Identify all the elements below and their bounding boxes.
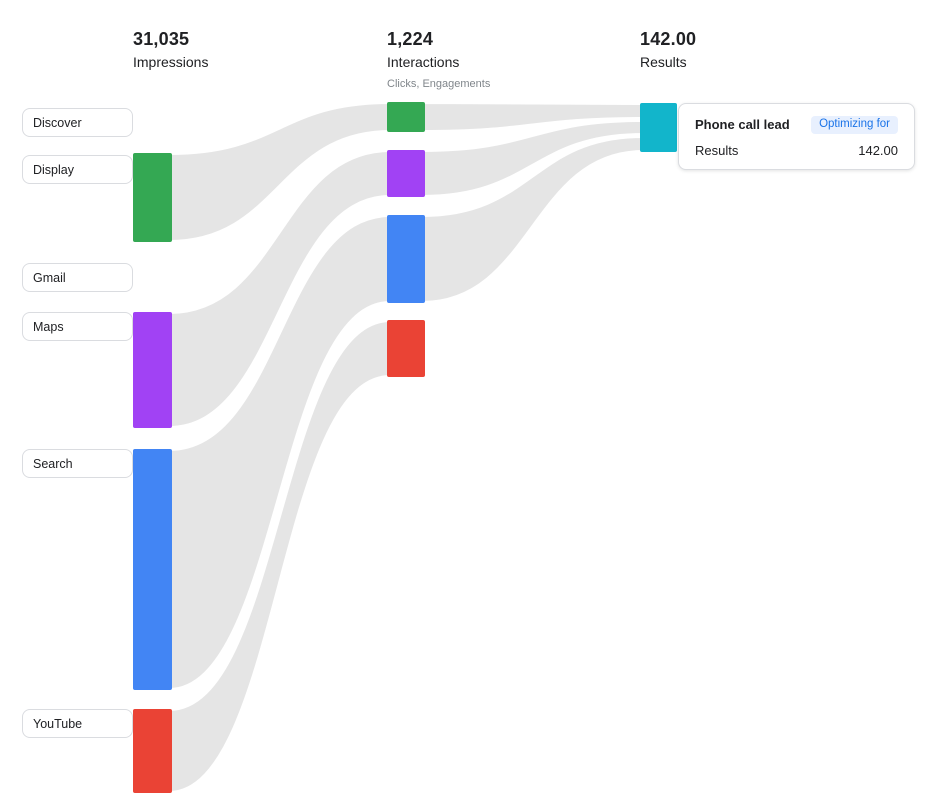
channel-box-display[interactable]: Display — [22, 155, 133, 184]
channel-box-label: Display — [33, 162, 74, 177]
channel-box-discover[interactable]: Discover — [22, 108, 133, 137]
channel-box-label: Discover — [33, 115, 82, 130]
impressions-label: Impressions — [133, 53, 209, 70]
channel-box-label: YouTube — [33, 716, 83, 731]
channel-box-label: Maps — [33, 319, 64, 334]
flow-display-impressions-to-display-interactions[interactable] — [167, 100, 392, 244]
flow-youtube-impressions-to-youtube-interactions[interactable] — [167, 318, 392, 795]
flow-search-impressions-to-search-interactions[interactable] — [167, 213, 392, 692]
tooltip-metric-label: Results — [695, 142, 739, 158]
impressions-header: 31,035 Impressions — [133, 29, 209, 70]
results-header: 142.00 Results — [640, 29, 697, 70]
channel-box-label: Gmail — [33, 270, 66, 285]
tooltip-metric-row: Results 142.00 — [695, 143, 898, 158]
channel-box-label: Search — [33, 456, 73, 471]
node-display-interactions[interactable] — [387, 102, 425, 132]
flow-maps-impressions-to-maps-interactions[interactable] — [167, 148, 392, 430]
node-youtube-interactions[interactable] — [387, 320, 425, 377]
node-results[interactable] — [640, 103, 677, 152]
results-label: Results — [640, 53, 687, 70]
node-display-impressions[interactable] — [133, 153, 172, 242]
interactions-value: 1,224 — [387, 29, 434, 49]
channel-box-maps[interactable]: Maps — [22, 312, 133, 341]
interactions-sublabel: Clicks, Engagements — [387, 78, 491, 91]
node-maps-interactions[interactable] — [387, 150, 425, 197]
tooltip-title: Phone call lead — [695, 117, 790, 133]
interactions-header: 1,224 Interactions Clicks, Engagements — [387, 29, 491, 91]
node-youtube-impressions[interactable] — [133, 709, 172, 793]
channel-box-youtube[interactable]: YouTube — [22, 709, 133, 738]
node-search-impressions[interactable] — [133, 449, 172, 690]
channel-box-gmail[interactable]: Gmail — [22, 263, 133, 292]
channel-box-search[interactable]: Search — [22, 449, 133, 478]
node-search-interactions[interactable] — [387, 215, 425, 303]
impressions-value: 31,035 — [133, 29, 190, 49]
interactions-label: Interactions — [387, 53, 460, 70]
results-value: 142.00 — [640, 29, 697, 49]
tooltip-metric-value: 142.00 — [858, 142, 898, 158]
flow-search-interactions-to-results[interactable] — [420, 134, 645, 305]
tooltip-title-row: Phone call lead Optimizing for — [695, 116, 898, 134]
results-tooltip-card: Phone call lead Optimizing for Results 1… — [678, 103, 915, 170]
node-maps-impressions[interactable] — [133, 312, 172, 428]
optimizing-for-badge: Optimizing for — [811, 116, 898, 134]
